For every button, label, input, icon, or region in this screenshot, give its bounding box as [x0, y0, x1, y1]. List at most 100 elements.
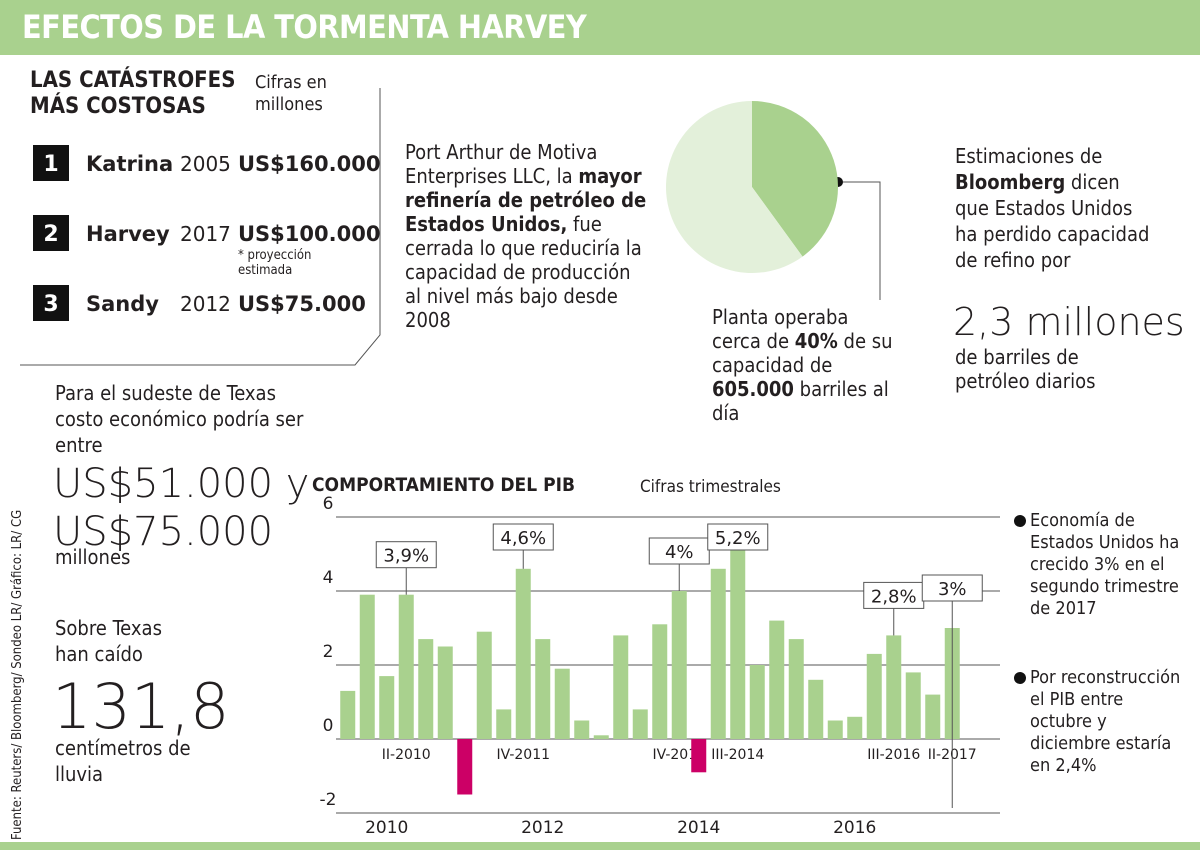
bar	[359, 594, 375, 739]
callout-box	[492, 523, 554, 551]
rain-intro: Sobre Texas han caído	[55, 616, 162, 666]
y-tick-label: 6	[323, 494, 334, 514]
disaster-year: 2017	[180, 222, 231, 246]
unit-note: Cifras en millones	[255, 72, 327, 115]
bar	[340, 690, 356, 739]
x-tick-label: III-2016	[867, 747, 920, 763]
bar	[593, 735, 609, 739]
chart-title: COMPORTAMIENTO DEL PIB	[312, 474, 575, 496]
value-label: 4%	[665, 542, 694, 563]
disaster-amount: US$75.000	[238, 292, 366, 316]
bar	[808, 679, 824, 739]
rain-unit: centímetros de lluvia	[55, 736, 191, 786]
disaster-year: 2005	[180, 152, 231, 176]
gdp-note: Economía de Estados Unidos ha crecido 3%…	[1030, 510, 1180, 619]
text: US$75.000	[53, 509, 274, 555]
refinery-text: Port Arthur de Motiva Enterprises LLC, l…	[405, 140, 650, 332]
bar	[535, 639, 551, 739]
disaster-amount: US$100.000	[238, 222, 380, 246]
bar	[652, 624, 668, 739]
y-tick-label: 4	[323, 568, 334, 588]
x-tick-label: III-2014	[711, 747, 764, 763]
disaster-name: Harvey	[86, 222, 170, 246]
bar	[749, 665, 765, 739]
title: EFECTOS DE LA TORMENTA HARVEY	[22, 8, 587, 46]
bar	[788, 639, 804, 739]
text: 605.000	[712, 377, 794, 401]
bar	[476, 631, 492, 739]
text: Planta operaba cerca de	[712, 305, 849, 353]
text: Estimaciones de	[955, 144, 1103, 168]
bar	[769, 620, 785, 739]
disaster-name: Sandy	[86, 292, 159, 316]
rain-amount: 131,8	[52, 670, 230, 743]
bar	[515, 568, 531, 739]
text: Bloomberg	[955, 170, 1066, 194]
rank-box	[33, 285, 69, 321]
value-label: 5,2%	[715, 528, 761, 549]
text: Port Arthur de Motiva Enterprises LLC, l…	[405, 140, 598, 188]
pie-annotation: Planta operaba cerca de 40% de su capaci…	[712, 305, 902, 425]
gdp-note: Por reconstrucción el PIB entre octubre …	[1030, 667, 1181, 776]
bar	[730, 546, 746, 739]
callout-box	[707, 523, 769, 551]
text: 40%	[794, 329, 838, 353]
footer-bar	[0, 842, 1200, 850]
bar	[554, 668, 570, 739]
bar	[847, 716, 863, 739]
note-dot	[1014, 515, 1026, 527]
source: Fuente: Reuters/ Bloomberg/ Sondeo LR/ G…	[10, 509, 25, 840]
rank-number: 2	[43, 222, 58, 247]
bar	[905, 672, 921, 739]
y-tick-label: 2	[323, 642, 334, 662]
text: de su capacidad de	[712, 329, 893, 377]
pie-slice	[666, 100, 803, 273]
text: barriles al día	[712, 377, 889, 425]
text: mayor refinería de petróleo de Estados U…	[405, 164, 647, 236]
bloomberg-unit: de barriles de petróleo diarios	[955, 345, 1096, 393]
year-label: 2010	[365, 818, 408, 838]
bar	[437, 646, 453, 739]
rank-number: 3	[43, 292, 58, 317]
bar	[925, 694, 941, 739]
callout-box	[648, 537, 710, 565]
chart-subtitle: Cifras trimestrales	[640, 477, 781, 497]
section-title: LAS CATÁSTROFES MÁS COSTOSAS	[30, 68, 236, 119]
x-tick-label: IV-2011	[496, 747, 550, 763]
pie-slice	[752, 101, 838, 257]
bar	[886, 635, 902, 739]
rank-box	[33, 215, 69, 251]
note-dot	[1014, 672, 1026, 684]
year-label: 2012	[521, 818, 564, 838]
bar	[691, 739, 707, 773]
disaster-amount: US$160.000	[238, 152, 380, 176]
southeast-unit: millones	[55, 545, 131, 569]
bar	[379, 676, 395, 739]
bar	[574, 720, 590, 739]
bar	[457, 739, 473, 795]
disaster-year: 2012	[180, 292, 231, 316]
y-tick-label: -2	[320, 790, 337, 810]
header-bar	[0, 0, 1200, 55]
southeast-amount: US$51.000 y US$75.000	[53, 460, 309, 556]
bar	[613, 635, 629, 739]
pie-callout	[840, 181, 881, 300]
rank-number: 1	[43, 152, 58, 177]
bar	[398, 594, 414, 739]
southeast-intro: Para el sudeste de Texas costo económico…	[55, 381, 304, 457]
bar	[827, 720, 843, 739]
text: US$51.000 y	[53, 461, 310, 507]
bloomberg-text: Estimaciones de Bloomberg dicen que Esta…	[955, 143, 1155, 273]
value-label: 3%	[938, 579, 967, 600]
value-label: 3,9%	[383, 546, 429, 567]
text: fue cerrada lo que reduciría la capacida…	[405, 212, 642, 332]
disaster-name: Katrina	[86, 152, 173, 176]
year-label: 2016	[833, 818, 876, 838]
bar	[418, 639, 434, 739]
x-tick-label: II-2010	[382, 747, 431, 763]
bar	[496, 709, 512, 739]
y-tick-label: 0	[323, 716, 334, 736]
frame-line	[20, 88, 381, 366]
